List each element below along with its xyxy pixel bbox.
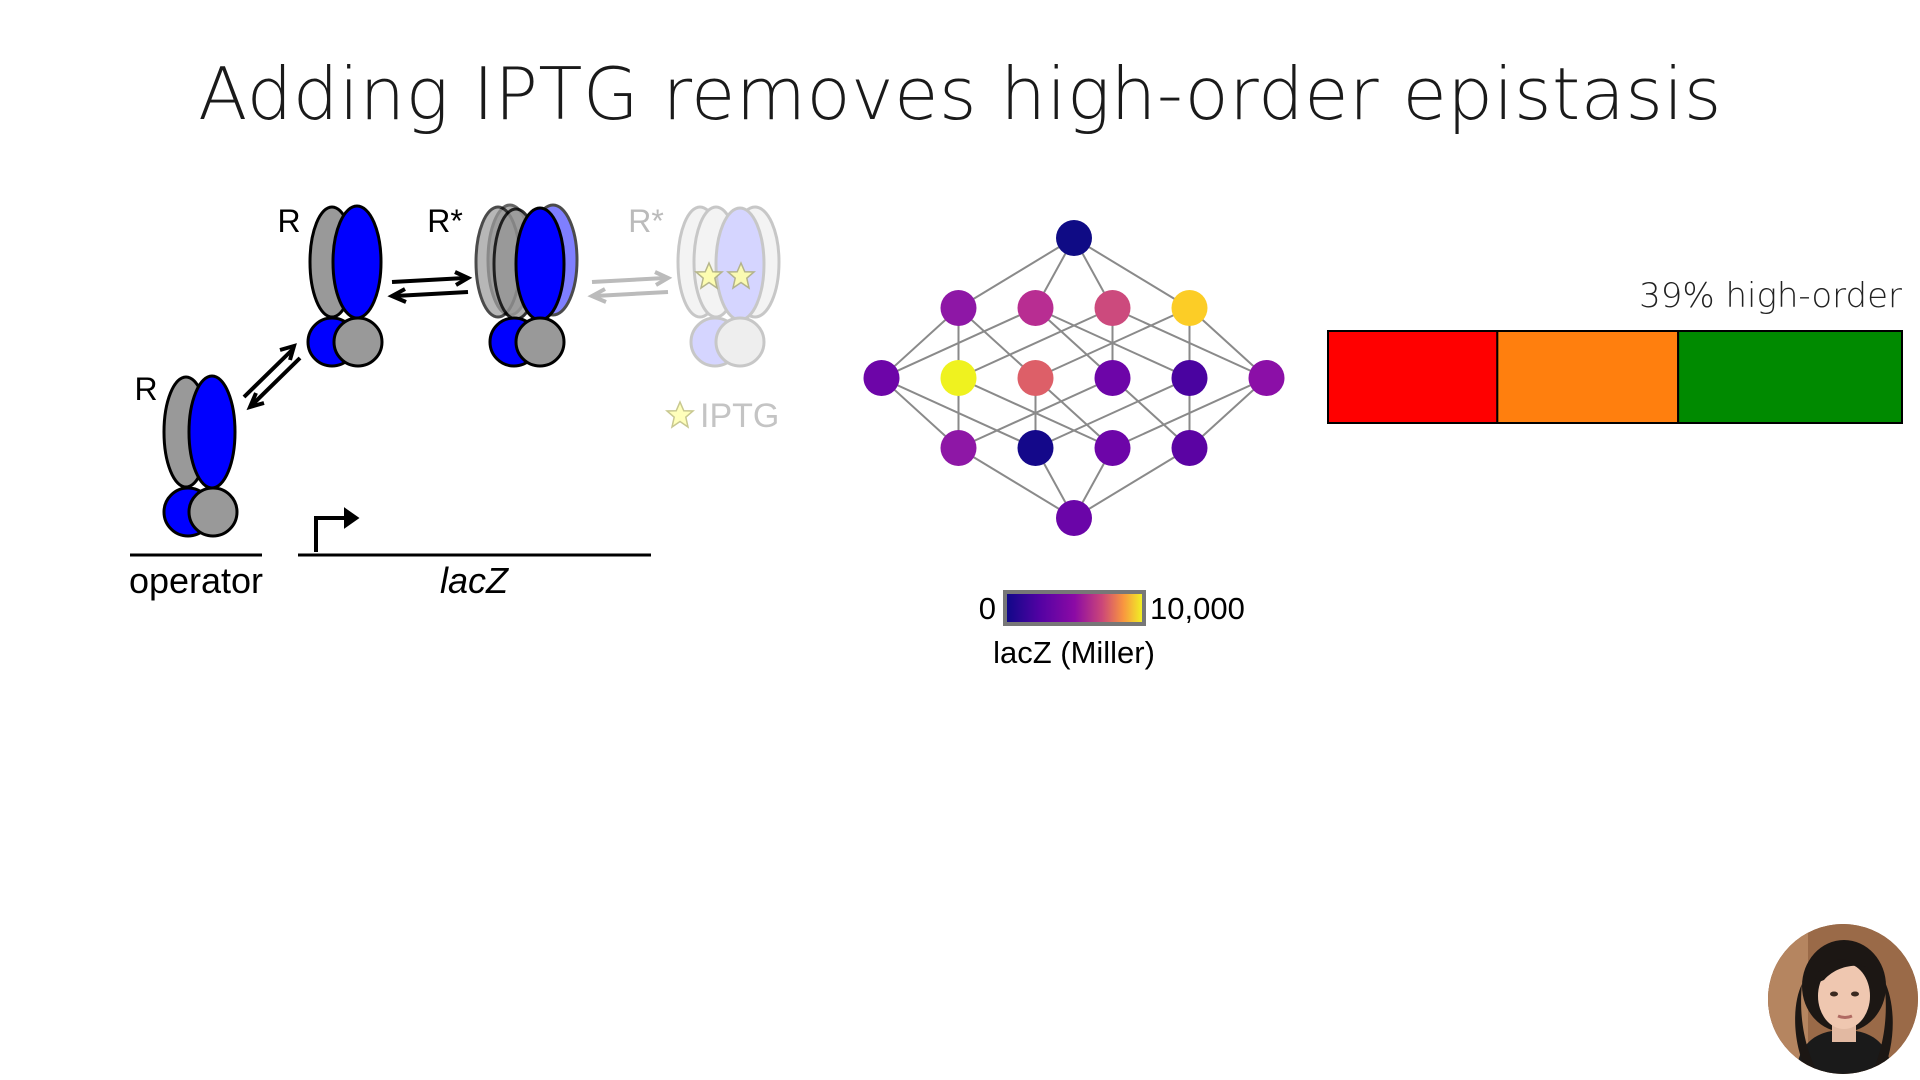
lattice-node — [1056, 220, 1092, 256]
slide-title: Adding IPTG removes high-order epistasis — [198, 52, 1722, 136]
lattice-edge — [957, 447, 1075, 519]
bound-repressor — [162, 374, 239, 538]
active-repressor — [474, 203, 579, 368]
mechanism-panel: R R R* — [129, 203, 781, 601]
colorbar: 0 10,000 lacZ (Miller) — [979, 590, 1245, 670]
lattice-edge — [1112, 377, 1267, 449]
binding-equilibrium-arrows — [242, 343, 302, 411]
lattice-edge — [958, 307, 1113, 379]
lattice-node — [1017, 290, 1054, 326]
lattice-edge — [1073, 237, 1191, 309]
conformation-equilibrium-arrows — [387, 270, 473, 304]
colorbar-min-label: 0 — [979, 591, 996, 626]
bar-segment-2 — [1496, 330, 1680, 424]
bar-segment-3 — [1677, 330, 1904, 424]
active-repressor-label: R* — [427, 203, 463, 239]
iptg-bound-repressor — [676, 205, 781, 368]
epistasis-bar: 39% high-order — [1327, 276, 1904, 424]
lattice-edge — [957, 237, 1075, 309]
presenter-avatar-icon — [1768, 924, 1918, 1074]
lattice-node — [863, 360, 900, 396]
bar-segment-1 — [1327, 330, 1499, 424]
lattice-node — [1094, 360, 1131, 396]
lattice-node — [1171, 290, 1208, 326]
promoter-arrow-icon — [314, 507, 360, 552]
lattice-edge — [1073, 447, 1191, 519]
lattice-node — [1017, 360, 1054, 396]
epistasis-annotation: 39% high-order — [1639, 276, 1902, 316]
lattice-nodes — [863, 220, 1285, 536]
repressor-label-upper: R — [277, 203, 300, 239]
genotype-lattice — [863, 220, 1285, 536]
lattice-node — [1017, 430, 1054, 466]
colorbar-max-label: 10,000 — [1150, 591, 1245, 626]
iptg-label: IPTG — [700, 397, 779, 435]
colorbar-title: lacZ (Miller) — [993, 635, 1155, 670]
operator-label: operator — [129, 560, 263, 601]
lattice-node — [1248, 360, 1285, 396]
lattice-edges — [880, 237, 1268, 519]
lattice-node — [940, 290, 977, 326]
lattice-node — [940, 360, 977, 396]
lattice-edge — [1035, 377, 1190, 449]
gene-label: lacZ — [440, 560, 509, 601]
faded-repressor-label: R* — [628, 203, 664, 239]
bar-segments — [1327, 330, 1904, 424]
repressor-label-lower: R — [134, 371, 157, 407]
lattice-node — [1171, 430, 1208, 466]
lattice-node — [940, 430, 977, 466]
free-repressor — [306, 204, 384, 368]
lattice-node — [1171, 360, 1208, 396]
lattice-node — [1094, 430, 1131, 466]
lattice-node — [1056, 500, 1092, 536]
colorbar-gradient — [1003, 590, 1146, 626]
iptg-legend-star-icon — [666, 401, 694, 428]
lattice-edge — [1035, 307, 1190, 379]
lattice-node — [1094, 290, 1131, 326]
lattice-edge — [881, 307, 1036, 379]
iptg-equilibrium-arrows — [587, 270, 673, 304]
